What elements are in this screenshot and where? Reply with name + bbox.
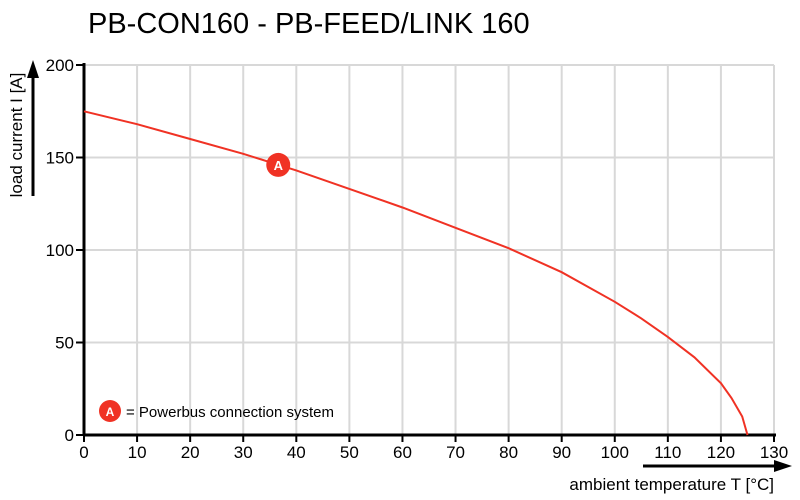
- x-tick-label: 120: [707, 443, 735, 462]
- x-tick-label: 80: [499, 443, 518, 462]
- x-tick-label: 0: [79, 443, 88, 462]
- x-tick-label: 130: [760, 443, 788, 462]
- chart-title: PB-CON160 - PB-FEED/LINK 160: [88, 8, 530, 40]
- x-tick-label: 50: [340, 443, 359, 462]
- y-tick-label: 200: [46, 56, 74, 75]
- annotation-label: A: [274, 158, 284, 173]
- x-axis-label: ambient temperature T [°C]: [569, 475, 774, 494]
- y-axis-label: load current I [A]: [7, 73, 26, 198]
- annotation-marker: [266, 152, 291, 177]
- x-tick-label: 70: [446, 443, 465, 462]
- x-tick-label: 10: [128, 443, 147, 462]
- x-tick-label: 20: [181, 443, 200, 462]
- y-tick-label: 0: [65, 426, 74, 445]
- legend-marker: [99, 400, 121, 422]
- x-tick-label: 90: [552, 443, 571, 462]
- x-axis-arrowhead: [774, 460, 792, 472]
- x-tick-label: 110: [654, 443, 681, 462]
- x-tick-label: 30: [234, 443, 253, 462]
- series-line: [83, 110, 749, 436]
- y-axis-arrowhead: [27, 60, 39, 78]
- y-tick-label: 100: [46, 241, 74, 260]
- y-tick-label: 50: [55, 334, 74, 353]
- legend-marker-label: A: [106, 405, 115, 419]
- x-tick-label: 100: [601, 443, 629, 462]
- x-tick-label: 40: [287, 443, 306, 462]
- legend-text: = Powerbus connection system: [126, 404, 334, 421]
- x-tick-label: 60: [393, 443, 412, 462]
- y-tick-label: 150: [46, 149, 74, 168]
